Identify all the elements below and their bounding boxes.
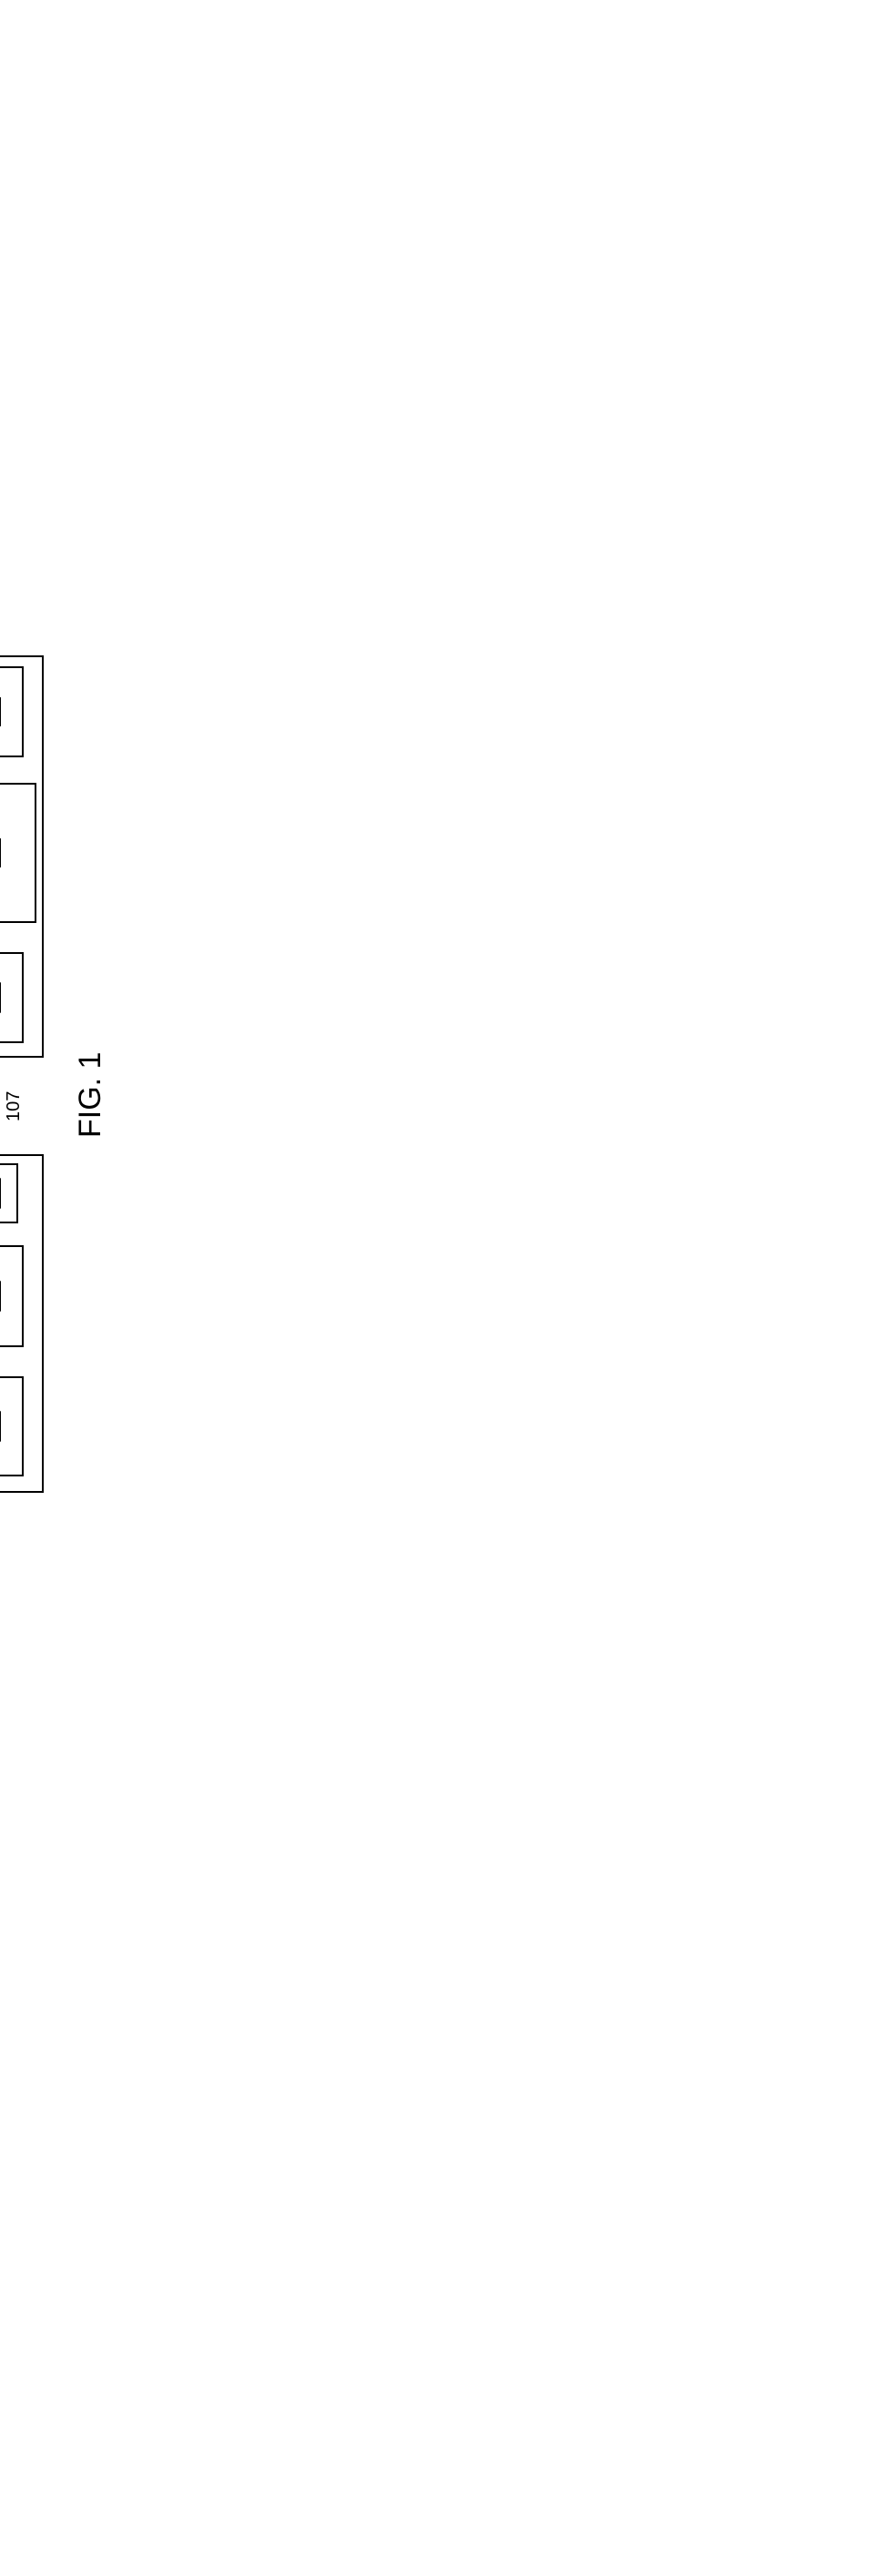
interleaving-block: Interleaving104 [0,1245,24,1347]
mapping-ref: 106 [0,1178,4,1208]
interleaving-ref: 104 [0,1281,4,1311]
block-diagram: Transmitter100Encoding102Interleaving104… [0,655,46,1493]
decoding-block: Decoding112 [0,666,24,757]
equalization-ref: 110 [0,838,4,867]
antenna-ref: 107 [4,1091,25,1121]
figure-label: FIG. 1 [73,1052,108,1138]
encoding-ref: 102 [0,1411,4,1441]
decoding-ref: 112 [0,697,4,726]
detecting-block: Detecting108 [0,952,24,1043]
detecting-ref: 108 [0,982,4,1012]
mapping-block: Mapping106 [0,1163,18,1223]
encoding-block: Encoding102 [0,1376,24,1476]
equalization-block: Equalization110 [0,783,36,923]
